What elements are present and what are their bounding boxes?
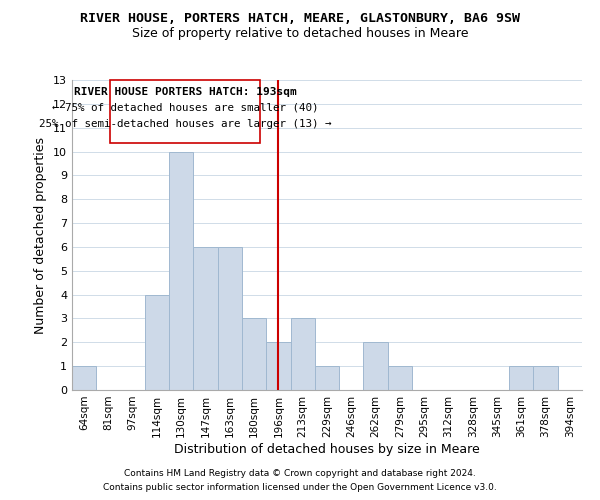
Text: Size of property relative to detached houses in Meare: Size of property relative to detached ho…	[132, 28, 468, 40]
Text: ← 75% of detached houses are smaller (40): ← 75% of detached houses are smaller (40…	[52, 102, 318, 113]
Bar	[315, 366, 339, 390]
Bar	[193, 247, 218, 390]
Bar	[364, 342, 388, 390]
Y-axis label: Number of detached properties: Number of detached properties	[34, 136, 47, 334]
Bar	[290, 318, 315, 390]
Text: Contains public sector information licensed under the Open Government Licence v3: Contains public sector information licen…	[103, 484, 497, 492]
Text: RIVER HOUSE, PORTERS HATCH, MEARE, GLASTONBURY, BA6 9SW: RIVER HOUSE, PORTERS HATCH, MEARE, GLAST…	[80, 12, 520, 26]
Bar	[533, 366, 558, 390]
Bar	[266, 342, 290, 390]
Bar	[72, 366, 96, 390]
Bar	[242, 318, 266, 390]
FancyBboxPatch shape	[110, 80, 260, 143]
Bar	[145, 294, 169, 390]
Text: 25% of semi-detached houses are larger (13) →: 25% of semi-detached houses are larger (…	[38, 120, 331, 130]
Bar	[218, 247, 242, 390]
Bar	[388, 366, 412, 390]
Bar	[509, 366, 533, 390]
Text: RIVER HOUSE PORTERS HATCH: 193sqm: RIVER HOUSE PORTERS HATCH: 193sqm	[74, 87, 296, 97]
Text: Contains HM Land Registry data © Crown copyright and database right 2024.: Contains HM Land Registry data © Crown c…	[124, 468, 476, 477]
X-axis label: Distribution of detached houses by size in Meare: Distribution of detached houses by size …	[174, 442, 480, 456]
Bar	[169, 152, 193, 390]
